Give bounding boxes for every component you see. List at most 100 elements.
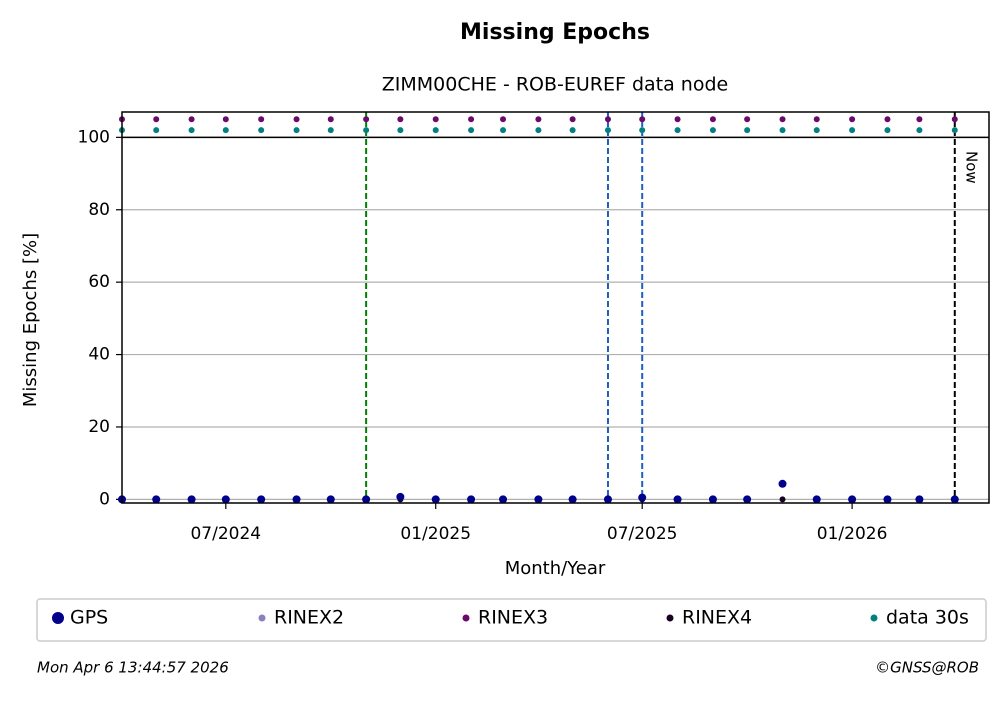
x-tick-label: 01/2026	[817, 524, 888, 544]
x-axis-label: Month/Year	[505, 558, 606, 579]
point	[432, 116, 439, 123]
legend-marker	[462, 614, 470, 622]
series	[119, 127, 958, 134]
point	[293, 116, 300, 123]
legend-label: RINEX4	[682, 607, 752, 629]
point	[293, 127, 300, 134]
point	[778, 479, 787, 488]
point	[674, 127, 681, 134]
point	[709, 116, 716, 123]
x-tick-label: 07/2024	[190, 524, 261, 544]
legend-label: GPS	[70, 607, 108, 629]
y-tick-label: 60	[88, 272, 110, 292]
point	[363, 116, 370, 123]
point	[327, 116, 334, 123]
point	[674, 116, 681, 123]
point	[535, 116, 542, 123]
point	[813, 127, 820, 134]
y-tick-label: 100	[78, 127, 110, 147]
point	[326, 495, 335, 504]
point	[849, 116, 856, 123]
point	[188, 127, 195, 134]
timestamp: Mon Apr 6 13:44:57 2026	[37, 659, 229, 677]
y-axis-label: Missing Epochs [%]	[20, 233, 41, 407]
point	[604, 116, 611, 123]
point	[813, 116, 820, 123]
point	[884, 116, 891, 123]
legend-marker	[870, 614, 878, 622]
point	[849, 127, 856, 134]
point	[603, 495, 612, 504]
point	[222, 116, 229, 123]
point	[153, 127, 160, 134]
series	[119, 116, 958, 123]
point	[153, 116, 160, 123]
series	[118, 479, 959, 504]
point	[848, 495, 857, 504]
point	[568, 495, 577, 504]
point	[258, 127, 265, 134]
point	[468, 127, 475, 134]
point	[639, 116, 646, 123]
credit: ©GNSS@ROB	[875, 659, 979, 677]
legend-label: RINEX2	[274, 607, 344, 629]
legend-label: RINEX3	[478, 607, 548, 629]
point	[708, 495, 717, 504]
point	[744, 127, 751, 134]
chart-title: Missing Epochs	[460, 20, 650, 45]
point	[431, 495, 440, 504]
point	[468, 116, 475, 123]
point	[500, 127, 507, 134]
legend-box	[36, 598, 987, 642]
point	[362, 495, 371, 504]
point	[499, 495, 508, 504]
point	[951, 116, 958, 123]
point	[363, 127, 370, 134]
point	[396, 492, 405, 501]
point	[258, 116, 265, 123]
point	[673, 495, 682, 504]
point	[222, 127, 229, 134]
x-tick-label: 07/2025	[607, 524, 678, 544]
point	[779, 127, 786, 134]
legend-marker	[52, 612, 64, 624]
point	[950, 495, 959, 504]
point	[812, 495, 821, 504]
point	[951, 127, 958, 134]
y-tick-label: 20	[88, 417, 110, 437]
point	[883, 495, 892, 504]
point	[604, 127, 611, 134]
legend-marker	[258, 614, 266, 622]
point	[534, 495, 543, 504]
point	[743, 495, 752, 504]
point	[500, 116, 507, 123]
point	[569, 127, 576, 134]
legend-marker	[666, 614, 674, 622]
y-tick-label: 0	[99, 489, 110, 509]
y-tick-label: 80	[88, 200, 110, 220]
chart-subtitle: ZIMM00CHE - ROB-EUREF data node	[382, 74, 728, 96]
point	[467, 495, 476, 504]
plot-frame	[121, 111, 990, 504]
point	[779, 116, 786, 123]
point	[397, 116, 404, 123]
point	[744, 116, 751, 123]
point	[916, 127, 923, 134]
y-tick-label: 40	[88, 345, 110, 365]
point	[257, 495, 266, 504]
point	[916, 116, 923, 123]
point	[779, 496, 786, 503]
legend-label: data 30s	[886, 607, 969, 629]
point	[535, 127, 542, 134]
point	[915, 495, 924, 504]
point	[884, 127, 891, 134]
point	[152, 495, 161, 504]
point	[187, 495, 196, 504]
point	[569, 116, 576, 123]
point	[432, 127, 439, 134]
point	[709, 127, 716, 134]
point	[188, 116, 195, 123]
point	[638, 493, 647, 502]
x-tick-label: 01/2025	[400, 524, 471, 544]
